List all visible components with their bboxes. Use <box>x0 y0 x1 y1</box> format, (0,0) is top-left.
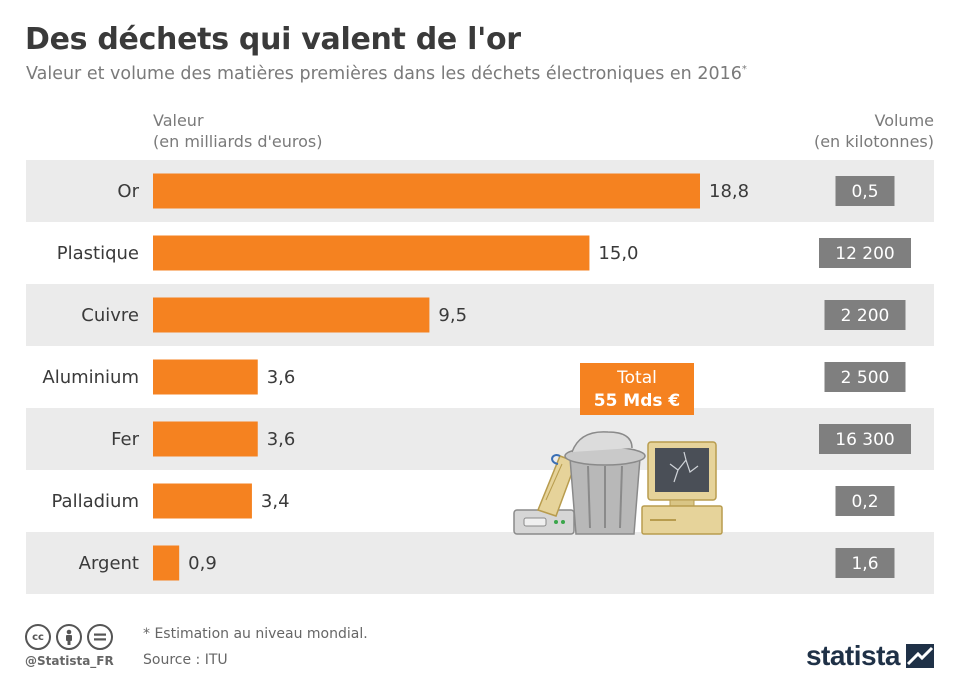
value-header-line1: Valeur <box>153 111 204 130</box>
value-bar <box>153 483 252 519</box>
volume-header-line2: (en kilotonnes) <box>813 132 934 151</box>
value-label: 18,8 <box>709 181 749 202</box>
volume-label: 1,6 <box>851 554 878 574</box>
twitter-handle[interactable]: @Statista_FR <box>25 654 114 668</box>
nd-icon <box>87 624 113 650</box>
volume-column-header: Volume (en kilotonnes) <box>814 110 934 152</box>
value-label: 0,9 <box>188 553 217 574</box>
value-header-line2: (en milliards d'euros) <box>153 132 323 151</box>
category-label: Or <box>117 181 139 202</box>
volume-badge <box>835 486 895 516</box>
value-bar <box>153 359 258 395</box>
row-band <box>26 284 934 346</box>
brand-name: statista <box>805 640 901 671</box>
volume-header-line1: Volume <box>874 111 934 130</box>
volume-label: 16 300 <box>835 430 894 450</box>
value-bar <box>153 173 700 209</box>
volume-label: 0,2 <box>851 492 878 512</box>
category-label: Cuivre <box>81 305 139 326</box>
volume-label: 0,5 <box>851 182 878 202</box>
source-note: Source : ITU <box>143 652 228 668</box>
value-bar <box>153 235 590 271</box>
volume-badge <box>824 362 906 392</box>
row-band <box>26 160 934 222</box>
total-badge: Total 55 Mds € <box>580 363 694 415</box>
category-label: Fer <box>111 429 139 450</box>
footnote: * Estimation au niveau mondial. <box>143 626 368 642</box>
statista-logo[interactable]: statista <box>806 640 934 672</box>
volume-badge <box>835 548 895 578</box>
row-band <box>26 532 934 594</box>
trash-and-computer-icon <box>513 431 723 535</box>
volume-badge <box>835 176 895 206</box>
license-icons: cc <box>25 624 113 650</box>
value-label: 3,6 <box>267 367 296 388</box>
category-label: Aluminium <box>42 367 139 388</box>
volume-label: 2 200 <box>841 306 890 326</box>
volume-label: 2 500 <box>841 368 890 388</box>
volume-badge <box>819 238 911 268</box>
category-label: Palladium <box>52 491 139 512</box>
row-band <box>26 408 934 470</box>
volume-label: 12 200 <box>835 244 894 264</box>
chart-title: Des déchets qui valent de l'or <box>25 22 521 57</box>
statista-mark-icon <box>906 644 934 668</box>
value-column-header: Valeur (en milliards d'euros) <box>153 110 323 152</box>
volume-badge <box>824 300 906 330</box>
subtitle-text: Valeur et volume des matières premières … <box>26 64 742 84</box>
cc-icon: cc <box>25 624 51 650</box>
category-label: Argent <box>79 553 139 574</box>
volume-badge <box>819 424 911 454</box>
value-bar <box>153 421 258 457</box>
total-label: Total <box>617 368 657 388</box>
value-label: 9,5 <box>438 305 467 326</box>
e-waste-illustration: Total 55 Mds € <box>500 360 740 540</box>
by-icon <box>56 624 82 650</box>
category-label: Plastique <box>57 243 139 264</box>
value-label: 3,4 <box>261 491 290 512</box>
subtitle-footnote-mark: * <box>741 64 747 76</box>
chart-subtitle: Valeur et volume des matières premières … <box>26 64 747 84</box>
total-amount: 55 Mds € <box>593 391 681 411</box>
value-label: 15,0 <box>598 243 638 264</box>
value-bar <box>153 545 180 581</box>
value-bar <box>153 297 430 333</box>
value-label: 3,6 <box>267 429 296 450</box>
